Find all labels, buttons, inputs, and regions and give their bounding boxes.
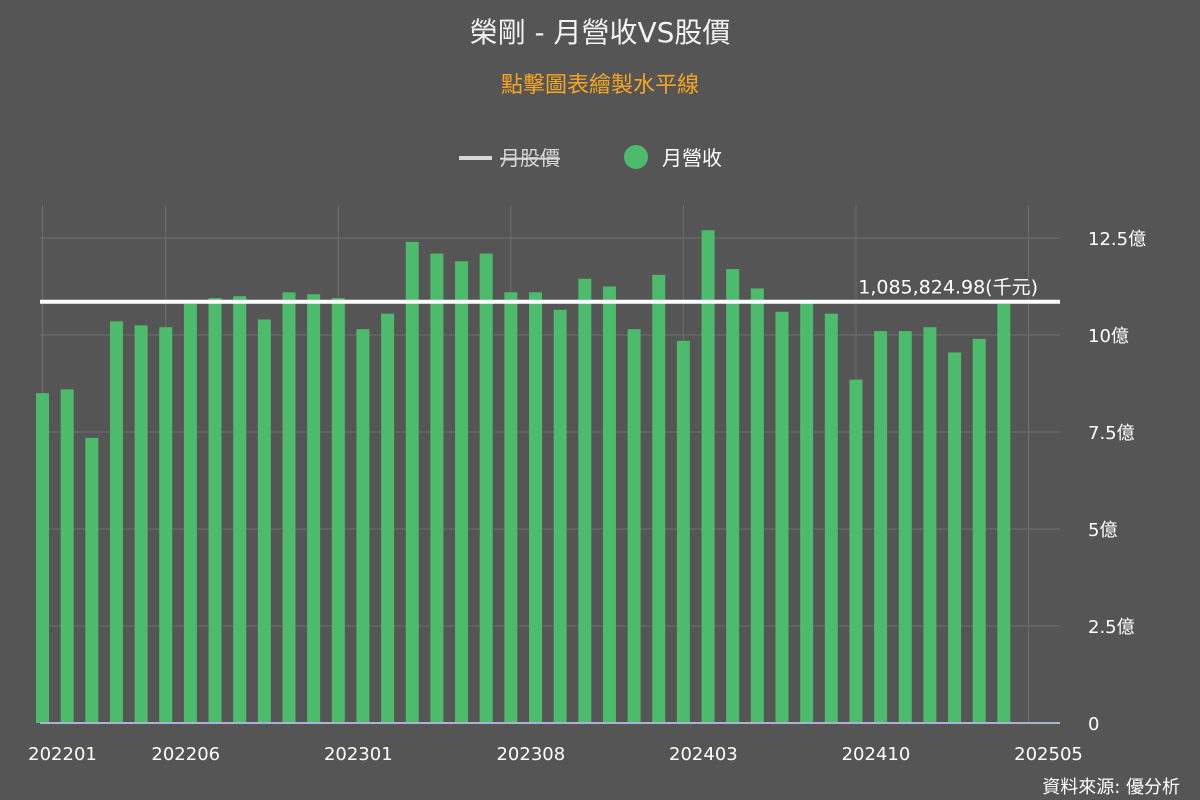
- revenue-bar[interactable]: [948, 352, 962, 723]
- revenue-bar[interactable]: [652, 274, 666, 723]
- revenue-bar[interactable]: [775, 311, 789, 723]
- revenue-bar[interactable]: [331, 298, 345, 723]
- revenue-bar[interactable]: [726, 269, 740, 723]
- legend-item-revenue[interactable]: 月營收: [624, 145, 722, 170]
- chart-subtitle[interactable]: 點擊圖表繪製水平線: [501, 73, 699, 98]
- x-tick-label: 202301: [324, 744, 393, 765]
- revenue-bar[interactable]: [307, 294, 321, 723]
- revenue-bar[interactable]: [627, 329, 641, 723]
- revenue-bar[interactable]: [602, 286, 616, 724]
- horizontal-line-label: 1,085,824.98(千元): [858, 277, 1038, 299]
- revenue-bar[interactable]: [109, 321, 123, 723]
- x-tick-label: 202206: [151, 744, 220, 765]
- revenue-bar[interactable]: [701, 230, 715, 724]
- legend-label-price: 月股價: [500, 146, 560, 170]
- y-tick-label: 10億: [1088, 326, 1129, 347]
- revenue-bar[interactable]: [997, 303, 1011, 723]
- legend-label-revenue: 月營收: [662, 146, 722, 170]
- revenue-bar[interactable]: [233, 296, 247, 723]
- revenue-bar[interactable]: [282, 292, 296, 723]
- revenue-bar[interactable]: [60, 389, 74, 723]
- revenue-bar[interactable]: [898, 331, 912, 723]
- y-axis-ticks: 0 2.5億 5億 7.5億 10億 12.5億: [1088, 229, 1146, 735]
- y-tick-label: 0: [1088, 714, 1099, 735]
- legend-dot-icon: [624, 145, 648, 169]
- bar-series: [36, 230, 1011, 724]
- revenue-bar[interactable]: [159, 327, 173, 723]
- revenue-bar[interactable]: [923, 327, 937, 723]
- x-tick-label: 202505: [1014, 744, 1083, 765]
- revenue-bar[interactable]: [36, 393, 49, 723]
- y-tick-label: 12.5億: [1088, 229, 1146, 250]
- legend-item-price[interactable]: 月股價: [459, 146, 560, 170]
- revenue-bar[interactable]: [750, 288, 764, 723]
- revenue-bar[interactable]: [455, 261, 469, 723]
- revenue-bar[interactable]: [208, 298, 222, 723]
- revenue-bar[interactable]: [676, 340, 690, 723]
- revenue-bar[interactable]: [824, 313, 838, 723]
- revenue-bar[interactable]: [430, 253, 444, 723]
- y-tick-label: 7.5億: [1088, 423, 1135, 444]
- x-tick-label: 202201: [28, 744, 97, 765]
- revenue-bar[interactable]: [504, 292, 518, 723]
- x-tick-label: 202308: [496, 744, 565, 765]
- x-axis-ticks: 202201 202206 202301 202308 202403 202410 2025…: [28, 744, 1083, 765]
- x-tick-label: 202403: [669, 744, 738, 765]
- x-tick-label: 202410: [842, 744, 911, 765]
- revenue-bar[interactable]: [529, 292, 542, 723]
- revenue-bar[interactable]: [874, 331, 888, 723]
- revenue-bar[interactable]: [356, 329, 370, 723]
- y-tick-label: 5億: [1088, 520, 1117, 541]
- revenue-bar[interactable]: [553, 309, 567, 723]
- revenue-bar[interactable]: [381, 313, 395, 723]
- chart-title: 榮剛 - 月營收VS股價: [470, 16, 731, 49]
- source-credit: 資料來源: 優分析: [1042, 777, 1180, 798]
- revenue-bar[interactable]: [257, 319, 271, 723]
- revenue-bar[interactable]: [134, 325, 148, 723]
- revenue-bar[interactable]: [183, 303, 197, 723]
- revenue-bar[interactable]: [800, 300, 814, 723]
- revenue-bar[interactable]: [405, 241, 419, 723]
- revenue-bar[interactable]: [578, 278, 592, 723]
- y-tick-label: 2.5億: [1088, 617, 1135, 638]
- revenue-bar[interactable]: [849, 379, 863, 723]
- revenue-bar[interactable]: [85, 437, 99, 723]
- horizontal-line[interactable]: 1,085,824.98(千元): [40, 277, 1060, 304]
- revenue-bar[interactable]: [479, 253, 493, 723]
- revenue-bar[interactable]: [972, 338, 986, 723]
- legend: 月股價 月營收: [459, 145, 722, 170]
